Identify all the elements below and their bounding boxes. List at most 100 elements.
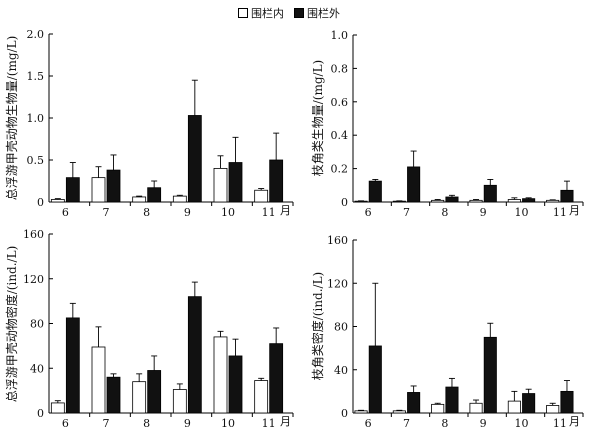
bar-outside-8 bbox=[147, 370, 162, 414]
bar-outside-9 bbox=[187, 115, 202, 203]
x-tick-label: 9 bbox=[480, 417, 487, 430]
bar-inside-11 bbox=[546, 199, 560, 203]
x-tick-label: 11 bbox=[262, 417, 276, 430]
x-tick-label: 7 bbox=[103, 417, 110, 430]
y-tick-label: 1.0 bbox=[27, 112, 45, 125]
y-tick-label: 0 bbox=[341, 196, 348, 209]
y-tick-label: 40 bbox=[334, 364, 348, 377]
y-tick-label: 160 bbox=[327, 234, 348, 247]
bar-outside-7 bbox=[106, 169, 121, 203]
bar-outside-8 bbox=[445, 196, 459, 203]
legend-swatch-inside bbox=[238, 8, 248, 18]
y-tick-label: 0.5 bbox=[27, 154, 45, 167]
bar-inside-9 bbox=[469, 402, 483, 414]
x-tick-label: 7 bbox=[403, 206, 410, 219]
y-tick-label: 40 bbox=[30, 362, 44, 375]
x-tick-label: 6 bbox=[365, 206, 372, 219]
bar-outside-11 bbox=[269, 159, 284, 203]
bar-inside-6 bbox=[354, 410, 368, 414]
x-tick-label: 8 bbox=[143, 206, 150, 219]
legend-item-inside: 围栏内 bbox=[238, 5, 284, 21]
x-tick-label: 6 bbox=[365, 417, 372, 430]
y-tick-label: 0 bbox=[37, 196, 44, 209]
bar-inside-7 bbox=[392, 410, 406, 414]
bar-outside-6 bbox=[368, 180, 382, 203]
y-tick-label: 2.0 bbox=[27, 28, 45, 41]
x-axis-unit-label: 月 bbox=[569, 204, 580, 217]
chart-panel-3: 0 40 80 120 160 总浮游甲壳动物密度/(ind./L) 6 7 8 9 10 11 月 bbox=[4, 228, 294, 430]
x-tick-label: 9 bbox=[184, 206, 191, 219]
bar-inside-11 bbox=[546, 405, 560, 414]
x-tick-label: 8 bbox=[441, 206, 448, 219]
x-tick-label: 6 bbox=[62, 206, 69, 219]
y-tick-label: 120 bbox=[23, 273, 44, 286]
y-tick-label: 160 bbox=[23, 228, 44, 241]
y-tick-label: 80 bbox=[334, 321, 348, 334]
y-axis-label: 总浮游甲壳动物密度/(ind./L) bbox=[4, 246, 19, 402]
bar-inside-7 bbox=[91, 346, 106, 414]
bar-outside-6 bbox=[65, 317, 80, 414]
chart-panel-4: 0 40 80 120 160 枝角类密度/(ind./L) 6 7 8 9 10 11 月 bbox=[310, 234, 584, 430]
bar-outside-8 bbox=[445, 386, 459, 414]
y-axis-label: 枝角类密度/(ind./L) bbox=[310, 272, 325, 380]
chart-panel-1: 0 0.5 1.0 1.5 2.0 总浮游甲壳动物生物量/(mg/L) 6 7 8 9 10 11 月 bbox=[5, 28, 294, 219]
bar-outside-7 bbox=[407, 392, 421, 414]
bar-outside-10 bbox=[228, 355, 243, 414]
x-tick-label: 7 bbox=[103, 206, 110, 219]
x-tick-label: 10 bbox=[221, 206, 235, 219]
bar-outside-10 bbox=[522, 198, 536, 203]
bar-inside-10 bbox=[507, 400, 521, 414]
legend-swatch-outside bbox=[294, 8, 304, 18]
y-tick-label: 80 bbox=[30, 318, 44, 331]
y-tick-label: 0.6 bbox=[331, 96, 349, 109]
chart-panel-2: 0 0.2 0.4 0.6 0.8 1.0 枝角类生物量/(mg/L) 6 7 8 9 10 11 月 bbox=[310, 29, 584, 219]
bar-inside-6 bbox=[50, 199, 65, 203]
bar-inside-9 bbox=[469, 199, 483, 203]
x-tick-label: 6 bbox=[62, 417, 69, 430]
y-tick-label: 0.8 bbox=[331, 62, 349, 75]
bar-outside-10 bbox=[522, 393, 536, 414]
x-axis-unit-label: 月 bbox=[280, 204, 291, 217]
bar-inside-6 bbox=[354, 200, 368, 203]
bar-inside-10 bbox=[507, 199, 521, 203]
x-tick-label: 10 bbox=[221, 417, 235, 430]
bar-outside-9 bbox=[483, 184, 497, 203]
y-tick-label: 0 bbox=[37, 407, 44, 420]
x-tick-label: 8 bbox=[441, 417, 448, 430]
legend-label-inside: 围栏内 bbox=[251, 7, 284, 20]
x-tick-label: 8 bbox=[143, 417, 150, 430]
bar-outside-7 bbox=[106, 376, 121, 414]
y-tick-label: 0.2 bbox=[331, 163, 349, 176]
x-tick-label: 7 bbox=[403, 417, 410, 430]
bar-inside-11 bbox=[254, 189, 269, 203]
bar-outside-10 bbox=[228, 162, 243, 203]
bar-outside-9 bbox=[187, 296, 202, 414]
x-tick-label: 9 bbox=[184, 417, 191, 430]
bar-outside-8 bbox=[147, 187, 162, 203]
x-tick-label: 9 bbox=[480, 206, 487, 219]
legend-item-outside: 围栏外 bbox=[294, 5, 340, 21]
bar-inside-9 bbox=[172, 389, 187, 414]
x-tick-label: 10 bbox=[515, 417, 529, 430]
y-tick-label: 1.5 bbox=[27, 70, 45, 83]
bar-inside-8 bbox=[132, 196, 147, 203]
bar-inside-7 bbox=[91, 177, 106, 203]
bar-inside-6 bbox=[50, 402, 65, 414]
y-axis-label: 总浮游甲壳动物生物量/(mg/L) bbox=[5, 36, 19, 200]
bar-outside-11 bbox=[269, 343, 284, 414]
bar-outside-6 bbox=[368, 345, 382, 414]
bar-inside-9 bbox=[172, 195, 187, 203]
x-tick-label: 11 bbox=[553, 206, 567, 219]
x-tick-label: 10 bbox=[515, 206, 529, 219]
bar-inside-7 bbox=[392, 200, 406, 203]
legend-label-outside: 围栏外 bbox=[307, 7, 340, 20]
x-axis-unit-label: 月 bbox=[569, 415, 580, 428]
bar-outside-6 bbox=[65, 177, 80, 203]
y-tick-label: 0.4 bbox=[331, 129, 349, 142]
bar-inside-8 bbox=[431, 403, 445, 414]
y-tick-label: 1.0 bbox=[331, 29, 349, 42]
bar-outside-7 bbox=[407, 166, 421, 203]
x-tick-label: 11 bbox=[262, 206, 276, 219]
bar-inside-11 bbox=[254, 380, 269, 414]
bar-outside-11 bbox=[560, 390, 574, 414]
